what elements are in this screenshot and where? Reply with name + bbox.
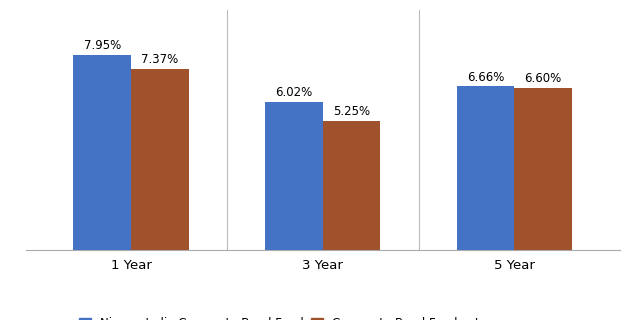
Bar [457, 86, 514, 250]
Text: 6.60%: 6.60% [525, 72, 562, 85]
Text: 6.02%: 6.02% [275, 86, 312, 99]
Bar [73, 55, 131, 250]
Bar [265, 102, 323, 250]
Legend: Nippon India Corporate Bond Fund, Corporate Bond Fund category average: Nippon India Corporate Bond Fund, Corpor… [74, 312, 571, 320]
Text: 7.95%: 7.95% [84, 39, 121, 52]
Bar [323, 121, 380, 250]
Bar [514, 88, 572, 250]
Text: 6.66%: 6.66% [467, 70, 504, 84]
Text: 7.37%: 7.37% [141, 53, 178, 66]
Text: 5.25%: 5.25% [333, 105, 370, 118]
Bar [131, 69, 189, 250]
